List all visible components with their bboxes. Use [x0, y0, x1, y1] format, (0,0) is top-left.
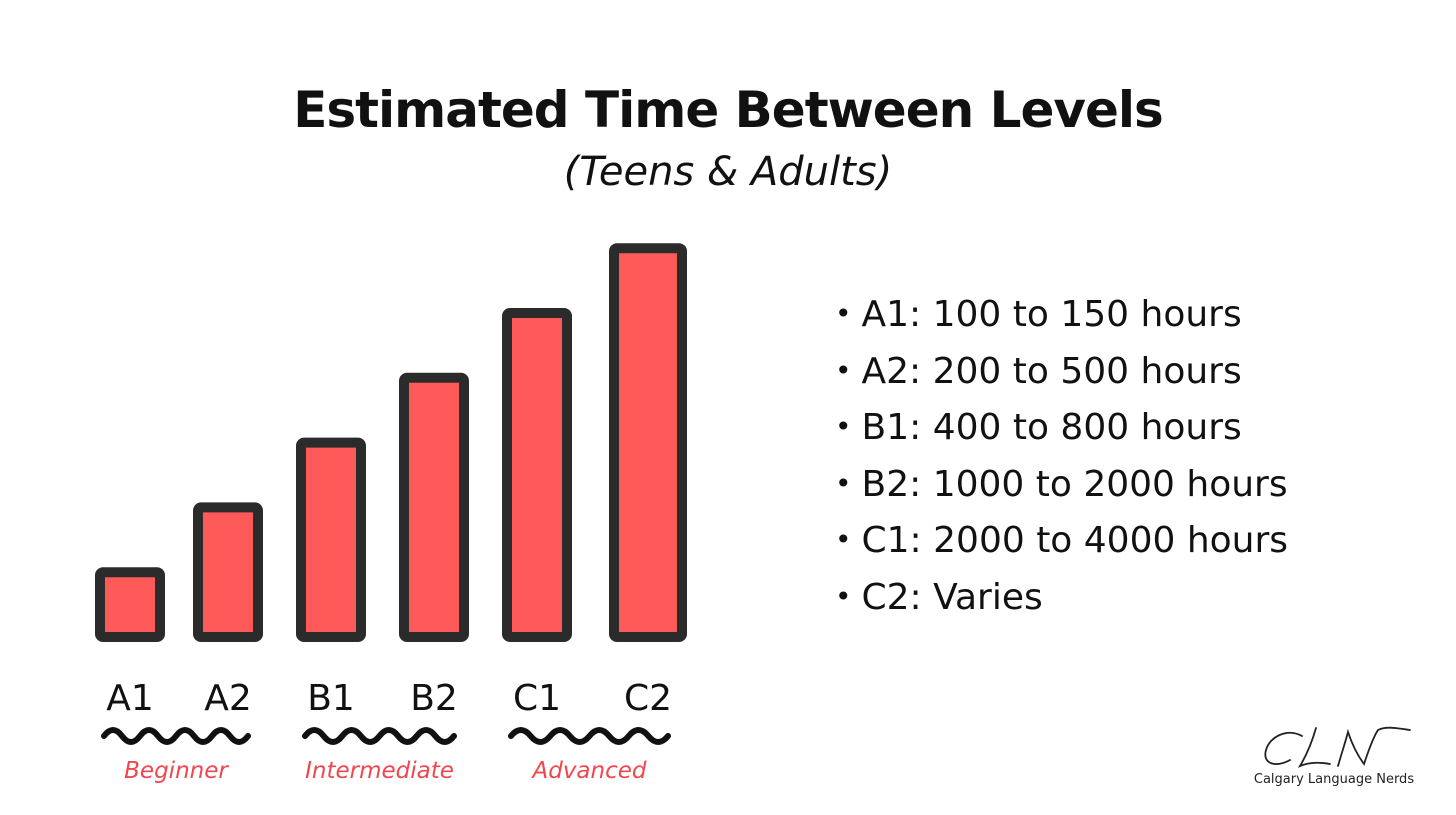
level-hours-item-b2: • B2: 1000 to 2000 hours [835, 458, 1288, 515]
bar-a2 [193, 502, 263, 642]
category-label-c1: C1 [513, 678, 561, 719]
chart-title: Estimated Time Between Levels [293, 81, 1164, 139]
category-label-b2: B2 [410, 678, 458, 719]
bar-c1 [502, 308, 572, 642]
cln-logo-icon [1264, 726, 1411, 768]
level-hours-list: • A1: 100 to 150 hours • A2: 200 to 500 ho… [835, 288, 1288, 628]
bullet-icon: • [835, 579, 852, 613]
category-label-a1: A1 [106, 678, 154, 719]
bar-a1 [95, 567, 165, 643]
level-hours-text: B2: 1000 to 2000 hours [861, 463, 1288, 505]
group-label-advanced: Advanced [530, 758, 646, 784]
group-label-intermediate: Intermediate [305, 758, 454, 784]
bullet-icon: • [835, 297, 852, 330]
chart-subtitle: (Teens & Adults) [563, 149, 893, 195]
level-hours-text: C1: 2000 to 4000 hours [861, 520, 1289, 562]
category-label-a2: A2 [204, 678, 252, 719]
level-hours-text: A1: 100 to 150 hours [861, 294, 1242, 335]
bar-b2 [399, 372, 469, 642]
group-squiggle-advanced [508, 727, 671, 745]
bullet-icon: • [835, 523, 852, 557]
logo-caption: Calgary Language Nerds [1253, 772, 1415, 787]
bullet-icon: • [835, 410, 852, 444]
level-hours-item-a2: • A2: 200 to 500 hours [835, 345, 1288, 402]
group-label-beginner: Beginner [124, 758, 229, 784]
level-hours-text: B1: 400 to 800 hours [861, 407, 1242, 449]
level-hours-text: C2: Varies [861, 576, 1043, 618]
bar-b1 [296, 437, 366, 642]
bullet-icon: • [835, 466, 852, 500]
bullet-icon: • [835, 353, 852, 387]
level-hours-item-b1: • B1: 400 to 800 hours [835, 401, 1288, 458]
level-hours-item-a1: • A1: 100 to 150 hours [835, 288, 1288, 345]
bar-c2 [609, 243, 687, 642]
level-hours-text: A2: 200 to 500 hours [861, 350, 1242, 392]
level-hours-item-c2: • C2: Varies [835, 571, 1288, 628]
group-squiggle-beginner [101, 727, 251, 745]
group-squiggle-intermediate [302, 727, 457, 745]
category-label-b1: B1 [307, 678, 355, 719]
level-hours-item-c1: • C1: 2000 to 4000 hours [835, 514, 1288, 571]
category-label-c2: C2 [624, 678, 672, 719]
